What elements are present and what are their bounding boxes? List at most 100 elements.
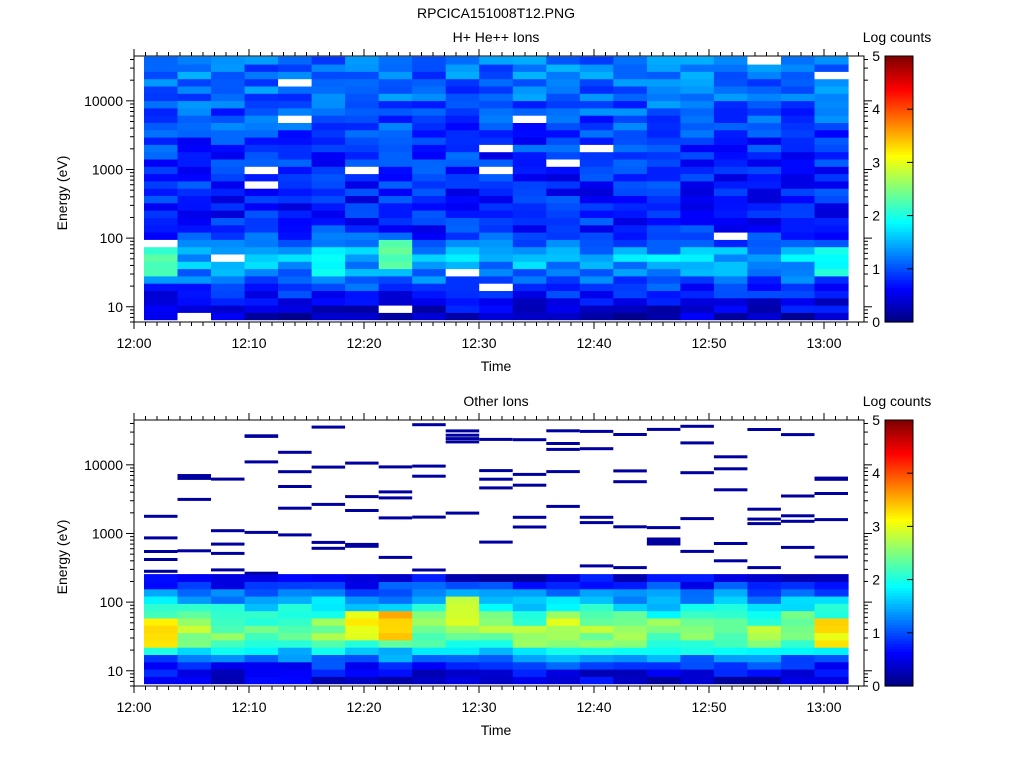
colorbar-segment bbox=[885, 643, 913, 647]
colorbar-segment bbox=[885, 311, 913, 315]
heatmap-cell bbox=[680, 115, 715, 123]
colorbar-segment bbox=[885, 284, 913, 289]
heatmap-cell bbox=[781, 188, 816, 196]
heatmap-cell bbox=[244, 275, 279, 284]
heatmap-cell bbox=[378, 261, 413, 270]
heatmap-cell bbox=[646, 542, 681, 546]
heatmap-cell bbox=[278, 625, 313, 634]
heatmap-cell bbox=[244, 56, 279, 65]
colorbar-segment bbox=[885, 587, 913, 591]
heatmap-cell bbox=[747, 647, 782, 655]
heatmap-cell bbox=[814, 137, 849, 145]
colorbar-segment bbox=[885, 194, 913, 198]
heatmap-cell bbox=[747, 574, 782, 582]
heatmap-cell bbox=[412, 676, 447, 685]
heatmap-cell bbox=[613, 433, 647, 436]
heatmap-cell bbox=[512, 290, 547, 299]
colorbar-segment bbox=[885, 242, 913, 246]
heatmap-cell bbox=[412, 632, 447, 641]
heatmap-cell bbox=[646, 617, 681, 626]
heatmap-cell bbox=[781, 581, 816, 590]
heatmap-cell bbox=[546, 56, 581, 65]
heatmap-cell bbox=[144, 144, 179, 153]
heatmap-cell bbox=[781, 610, 816, 619]
heatmap-cell bbox=[479, 469, 513, 473]
heatmap-cell bbox=[445, 224, 480, 233]
heatmap-cell bbox=[244, 217, 279, 226]
heatmap-cell bbox=[680, 64, 715, 72]
heatmap-cell bbox=[311, 297, 346, 306]
heatmap-cell bbox=[680, 78, 715, 87]
heatmap-cell bbox=[781, 195, 816, 204]
colorbar-segment bbox=[885, 258, 913, 262]
heatmap-cell bbox=[412, 617, 447, 626]
heatmap-cell bbox=[345, 669, 380, 677]
heatmap-cell bbox=[311, 465, 346, 469]
heatmap-cell bbox=[646, 639, 681, 648]
heatmap-cell bbox=[278, 632, 313, 641]
heatmap-cell bbox=[144, 676, 179, 685]
colorbar-segment bbox=[885, 454, 913, 458]
heatmap-cell bbox=[211, 195, 246, 204]
heatmap-cell bbox=[479, 610, 514, 619]
heatmap-cell bbox=[378, 647, 413, 655]
heatmap-cell bbox=[311, 502, 346, 506]
heatmap-cell bbox=[814, 246, 849, 255]
heatmap-cell bbox=[747, 224, 782, 233]
heatmap-cell bbox=[546, 158, 581, 167]
heatmap-cell bbox=[747, 610, 782, 619]
colorbar-segment bbox=[885, 122, 913, 126]
heatmap-cell bbox=[646, 115, 681, 123]
x-tick-label: 12:10 bbox=[231, 699, 266, 715]
heatmap-cell bbox=[680, 610, 715, 619]
heatmap-cell bbox=[814, 166, 849, 175]
heatmap-cell bbox=[244, 632, 279, 641]
x-tick-label: 12:40 bbox=[576, 699, 611, 715]
heatmap-cell bbox=[311, 625, 346, 634]
colorbar-segment bbox=[885, 638, 913, 642]
heatmap-cell bbox=[713, 596, 748, 604]
heatmap-cell bbox=[378, 122, 413, 131]
heatmap-cell bbox=[211, 542, 245, 546]
heatmap-cell bbox=[646, 151, 681, 160]
x-tick-label: 12:30 bbox=[461, 699, 496, 715]
heatmap-cell bbox=[144, 536, 178, 540]
heatmap-cell bbox=[512, 129, 547, 138]
heatmap-cell bbox=[445, 268, 480, 277]
heatmap-cell bbox=[814, 669, 849, 677]
heatmap-cell bbox=[378, 137, 413, 145]
heatmap-cell bbox=[512, 144, 547, 153]
heatmap-cell bbox=[278, 195, 313, 204]
heatmap-cell bbox=[378, 78, 413, 87]
colorbar-segment bbox=[885, 672, 913, 676]
heatmap-cell bbox=[177, 232, 212, 240]
colorbar-segment bbox=[885, 443, 913, 448]
heatmap-cell bbox=[479, 676, 514, 685]
heatmap-cell bbox=[747, 137, 782, 145]
heatmap-cell bbox=[479, 437, 513, 441]
heatmap-cell bbox=[345, 210, 380, 218]
heatmap-cell bbox=[814, 173, 849, 182]
heatmap-cell bbox=[311, 661, 346, 670]
heatmap-cell bbox=[546, 312, 581, 321]
heatmap-cell bbox=[814, 210, 849, 218]
heatmap-cell bbox=[579, 617, 614, 626]
heatmap-cell bbox=[412, 661, 447, 670]
colorbar-segment bbox=[885, 435, 913, 440]
heatmap-cell bbox=[177, 129, 212, 138]
heatmap-cell bbox=[814, 305, 849, 313]
heatmap-cell bbox=[512, 202, 547, 211]
colorbar-segment bbox=[885, 507, 913, 512]
heatmap-cell bbox=[747, 297, 782, 306]
heatmap-cell bbox=[646, 268, 681, 277]
heatmap-cell bbox=[412, 246, 447, 255]
heatmap-cell bbox=[311, 588, 346, 597]
heatmap-cell bbox=[646, 625, 681, 634]
heatmap-cell bbox=[311, 232, 346, 240]
heatmap-cell bbox=[412, 151, 447, 160]
heatmap-cell bbox=[177, 195, 212, 204]
heatmap-cell bbox=[445, 647, 480, 655]
heatmap-cell bbox=[311, 64, 346, 72]
heatmap-cell bbox=[311, 122, 346, 131]
colorbar-segment bbox=[885, 438, 913, 442]
